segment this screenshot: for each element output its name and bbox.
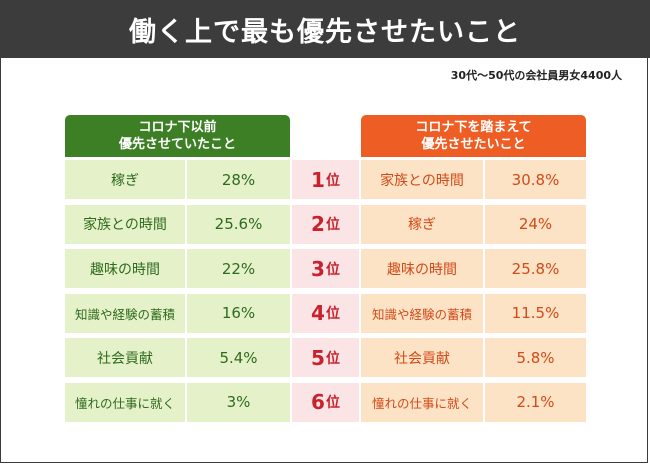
- rank-number: 1: [311, 167, 325, 192]
- after-item-1: 家族との時間: [361, 160, 483, 199]
- after-item-2: 稼ぎ: [361, 204, 483, 244]
- before-pct-6: 3%: [187, 382, 290, 422]
- title-bar: 働く上で最も優先させたいこと: [0, 0, 650, 58]
- rank-suffix: 位: [325, 395, 340, 411]
- after-pct-5: 5.8%: [485, 338, 586, 377]
- before-pct-2: 25.6%: [187, 204, 290, 244]
- rank-suffix: 位: [325, 261, 340, 278]
- page-title: 働く上で最も優先させたいこと: [129, 16, 521, 48]
- after-pct-3: 25.8%: [485, 249, 586, 288]
- rank-suffix: 位: [325, 306, 340, 322]
- after-header-line-1: コロナ下を踏まえて: [415, 120, 532, 135]
- after-pct-4: 11.5%: [485, 293, 586, 333]
- before-header: コロナ下以前 優先させていたこと: [65, 115, 290, 157]
- rank-number: 4: [311, 301, 325, 325]
- after-header-line-2: 優先させたいこと: [421, 137, 526, 152]
- before-pct-3: 22%: [187, 249, 290, 288]
- rank-suffix: 位: [325, 350, 340, 367]
- after-item-5: 社会貢献: [361, 338, 483, 377]
- after-pct-1: 30.8%: [485, 160, 586, 199]
- rank-suffix: 位: [325, 217, 340, 233]
- before-pct-5: 5.4%: [187, 338, 290, 377]
- rank-suffix: 位: [325, 172, 340, 189]
- source-note: 30代〜50代の会社員男女4400人: [450, 69, 622, 82]
- after-pct-2: 24%: [485, 204, 586, 244]
- before-item-6: 憧れの仕事に就く: [65, 382, 185, 422]
- rank-number: 3: [311, 256, 325, 281]
- before-item-2: 家族との時間: [65, 204, 185, 244]
- before-pct-4: 16%: [187, 293, 290, 333]
- rank-number: 5: [311, 345, 325, 370]
- before-item-3: 趣味の時間: [65, 249, 185, 288]
- before-header-line-1: コロナ下以前: [138, 120, 217, 135]
- after-header: コロナ下を踏まえて 優先させたいこと: [361, 115, 586, 157]
- before-item-4: 知識や経験の蓄積: [65, 293, 185, 333]
- rank-number: 2: [311, 212, 325, 236]
- before-item-1: 稼ぎ: [65, 160, 185, 199]
- after-pct-6: 2.1%: [485, 382, 586, 422]
- before-item-5: 社会貢献: [65, 338, 185, 377]
- before-header-line-2: 優先させていたこと: [118, 137, 236, 152]
- after-item-3: 趣味の時間: [361, 249, 483, 288]
- after-item-6: 憧れの仕事に就く: [361, 382, 483, 422]
- after-item-4: 知識や経験の蓄積: [361, 293, 483, 333]
- rank-number: 6: [311, 390, 325, 414]
- before-pct-1: 28%: [187, 160, 290, 199]
